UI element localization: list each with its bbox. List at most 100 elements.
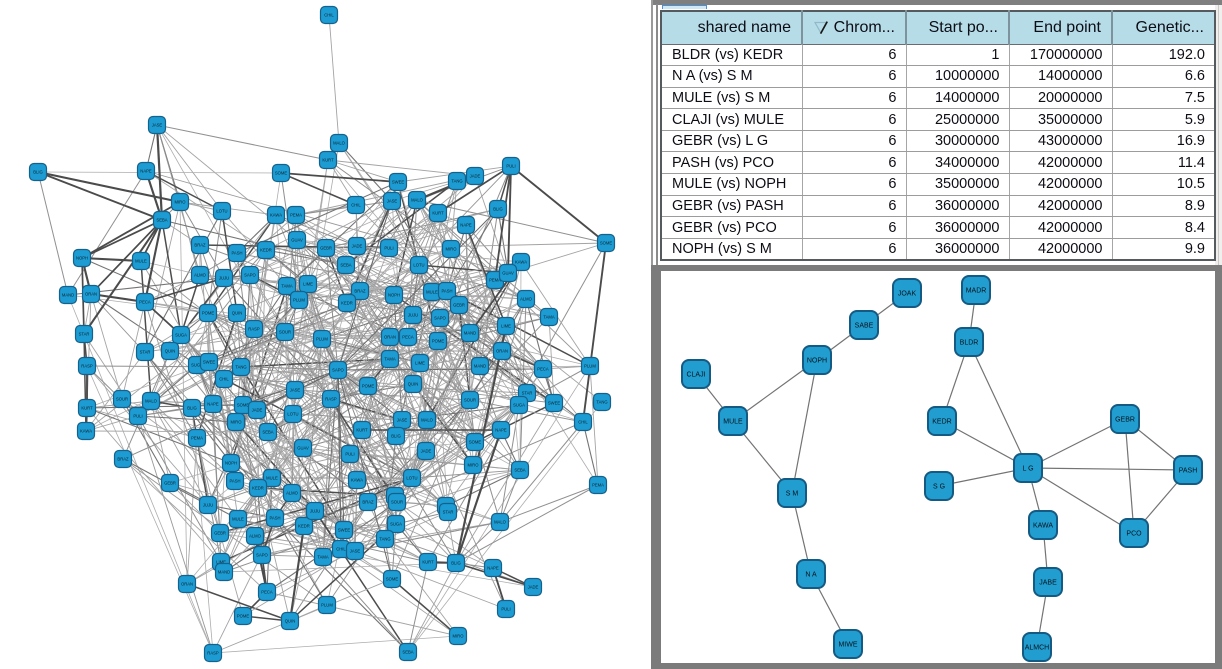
- svg-text:MAND: MAND: [464, 331, 476, 336]
- svg-text:S M: S M: [786, 490, 799, 497]
- svg-text:PEMA: PEMA: [290, 213, 302, 218]
- svg-text:PULI: PULI: [384, 246, 393, 251]
- svg-text:PULI: PULI: [506, 164, 515, 169]
- svg-text:RASP: RASP: [81, 364, 93, 369]
- svg-text:GEBR: GEBR: [164, 481, 176, 486]
- svg-text:LIME: LIME: [216, 560, 226, 565]
- svg-text:POME: POME: [237, 614, 250, 619]
- svg-text:MIRO: MIRO: [468, 463, 480, 468]
- svg-text:SAPO: SAPO: [332, 368, 344, 373]
- svg-text:NAPE: NAPE: [495, 428, 507, 433]
- svg-text:STAR: STAR: [140, 350, 151, 355]
- svg-text:JASE: JASE: [152, 123, 163, 128]
- svg-text:SOME: SOME: [469, 440, 482, 445]
- svg-text:SUGA: SUGA: [191, 363, 203, 368]
- svg-text:BRAZ: BRAZ: [354, 289, 366, 294]
- svg-text:PULI: PULI: [501, 607, 510, 612]
- svg-text:CHIL: CHIL: [578, 420, 588, 425]
- svg-text:PECA: PECA: [402, 335, 414, 340]
- svg-text:KURT: KURT: [81, 406, 93, 411]
- svg-text:MAND: MAND: [474, 364, 486, 369]
- svg-text:KAWA: KAWA: [1033, 522, 1053, 529]
- svg-text:BLIG: BLIG: [33, 170, 43, 175]
- svg-text:BLDR: BLDR: [960, 339, 979, 346]
- svg-text:TAMA: TAMA: [384, 357, 396, 362]
- svg-text:JADE: JADE: [470, 174, 481, 179]
- svg-text:ORAN: ORAN: [85, 292, 97, 297]
- svg-text:MULE: MULE: [266, 476, 278, 481]
- svg-text:SAPO: SAPO: [256, 553, 268, 558]
- svg-text:LIME: LIME: [303, 282, 313, 287]
- svg-text:JADE: JADE: [528, 585, 539, 590]
- svg-text:PLUM: PLUM: [293, 298, 305, 303]
- svg-text:SUGA: SUGA: [513, 403, 525, 408]
- svg-text:GEBR: GEBR: [1115, 416, 1135, 423]
- svg-text:PLUM: PLUM: [321, 603, 333, 608]
- svg-text:KURT: KURT: [322, 158, 334, 163]
- svg-text:KURT: KURT: [422, 560, 434, 565]
- svg-text:JASE: JASE: [387, 199, 398, 204]
- svg-text:MALO: MALO: [333, 141, 346, 146]
- svg-text:SEBA: SEBA: [262, 430, 273, 435]
- svg-text:JASE: JASE: [350, 549, 361, 554]
- svg-text:GEBR: GEBR: [453, 303, 465, 308]
- svg-text:MALO: MALO: [145, 399, 158, 404]
- svg-text:GUAV: GUAV: [297, 446, 309, 451]
- svg-text:L G: L G: [1022, 465, 1033, 472]
- svg-text:PLUM: PLUM: [316, 337, 328, 342]
- svg-text:LIME: LIME: [415, 361, 425, 366]
- svg-text:ALMO: ALMO: [249, 534, 262, 539]
- svg-text:RASP: RASP: [207, 651, 219, 656]
- svg-text:ORAN: ORAN: [384, 335, 396, 340]
- svg-text:GEBR: GEBR: [320, 246, 332, 251]
- svg-text:PASH: PASH: [229, 479, 240, 484]
- svg-text:SABE: SABE: [855, 322, 874, 329]
- svg-text:LOTU: LOTU: [406, 476, 417, 481]
- svg-text:SOUR: SOUR: [279, 330, 291, 335]
- svg-text:PULI: PULI: [133, 414, 142, 419]
- svg-text:TAMA: TAMA: [317, 555, 329, 560]
- svg-text:QUIN: QUIN: [408, 382, 418, 387]
- svg-text:ORAN: ORAN: [181, 582, 193, 587]
- svg-text:KEDR: KEDR: [252, 486, 264, 491]
- svg-text:JASE: JASE: [397, 418, 408, 423]
- svg-text:PASH: PASH: [269, 516, 280, 521]
- svg-text:RASP: RASP: [248, 327, 260, 332]
- svg-text:MADR: MADR: [966, 287, 987, 294]
- svg-text:MIRO: MIRO: [453, 634, 465, 639]
- svg-text:NAPE: NAPE: [460, 223, 472, 228]
- svg-text:BRAZ: BRAZ: [194, 243, 206, 248]
- svg-text:TANG: TANG: [451, 179, 462, 184]
- svg-text:CLAJI: CLAJI: [686, 371, 705, 378]
- svg-text:LOTU: LOTU: [216, 209, 227, 214]
- svg-text:SWEE: SWEE: [392, 180, 405, 185]
- svg-text:JUJU: JUJU: [219, 276, 229, 281]
- svg-text:BLIG: BLIG: [451, 561, 461, 566]
- svg-text:BRAZ: BRAZ: [117, 457, 129, 462]
- svg-text:SOUR: SOUR: [391, 500, 403, 505]
- svg-text:PASH: PASH: [441, 289, 452, 294]
- svg-text:CHIL: CHIL: [219, 377, 229, 382]
- svg-text:JASE: JASE: [290, 388, 301, 393]
- svg-text:JADE: JADE: [252, 408, 263, 413]
- svg-text:SUGA: SUGA: [390, 522, 402, 527]
- svg-text:JUJU: JUJU: [408, 313, 418, 318]
- svg-text:MALO: MALO: [494, 520, 507, 525]
- svg-text:PASH: PASH: [231, 251, 242, 256]
- svg-text:GUAV: GUAV: [502, 271, 514, 276]
- svg-text:PLUM: PLUM: [584, 364, 596, 369]
- svg-text:SEBA: SEBA: [156, 218, 167, 223]
- svg-text:KEDR: KEDR: [298, 524, 310, 529]
- svg-text:S G: S G: [933, 483, 945, 490]
- svg-text:KAWA: KAWA: [515, 260, 527, 265]
- svg-text:NOPH: NOPH: [807, 357, 827, 364]
- svg-text:GUAV: GUAV: [291, 238, 303, 243]
- svg-text:SWEE: SWEE: [338, 528, 351, 533]
- svg-text:N A: N A: [805, 571, 817, 578]
- svg-text:NAPE: NAPE: [140, 169, 152, 174]
- svg-text:LOTU: LOTU: [413, 263, 424, 268]
- svg-text:JOAK: JOAK: [898, 290, 917, 297]
- svg-text:NAPE: NAPE: [207, 402, 219, 407]
- svg-text:QUIN: QUIN: [285, 619, 295, 624]
- svg-text:KAWA: KAWA: [80, 429, 92, 434]
